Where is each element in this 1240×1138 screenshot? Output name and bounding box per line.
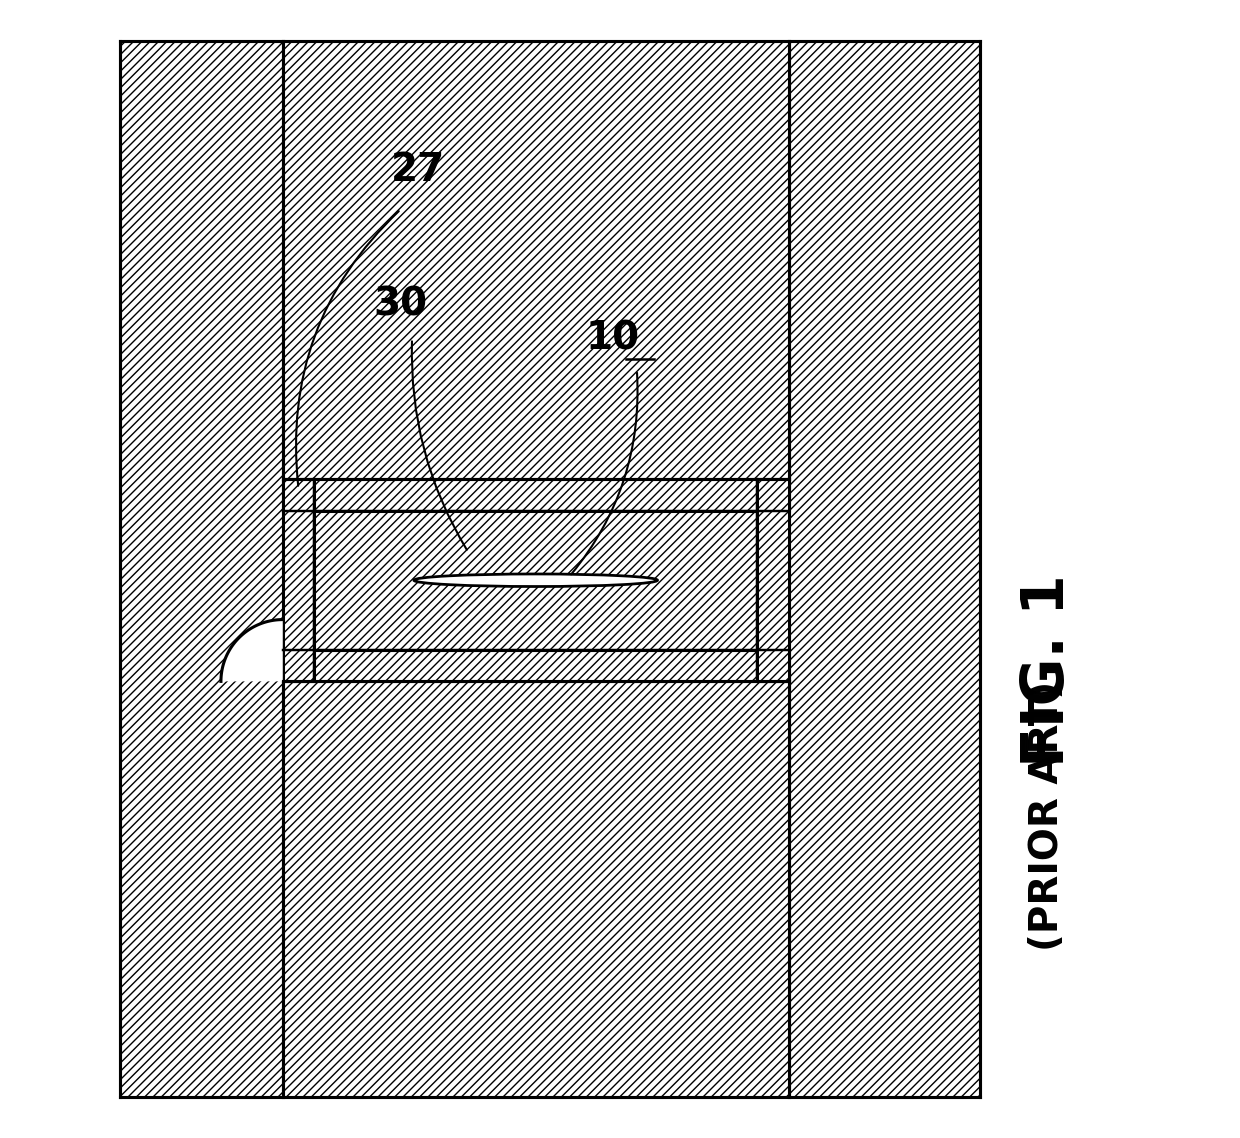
Text: (PRIOR ART): (PRIOR ART): [1028, 682, 1066, 951]
Polygon shape: [283, 650, 789, 682]
Polygon shape: [120, 41, 283, 1097]
Ellipse shape: [414, 574, 657, 586]
Text: 30: 30: [373, 286, 428, 324]
Text: 27: 27: [391, 151, 445, 189]
Polygon shape: [283, 479, 314, 682]
Text: 10: 10: [585, 320, 639, 357]
Polygon shape: [283, 682, 789, 1097]
Polygon shape: [758, 479, 789, 682]
Text: FIG. 1: FIG. 1: [1019, 574, 1075, 767]
Polygon shape: [283, 41, 789, 479]
Polygon shape: [221, 619, 283, 682]
Polygon shape: [283, 479, 789, 511]
Polygon shape: [789, 41, 980, 1097]
Polygon shape: [314, 511, 758, 650]
Polygon shape: [283, 479, 789, 682]
